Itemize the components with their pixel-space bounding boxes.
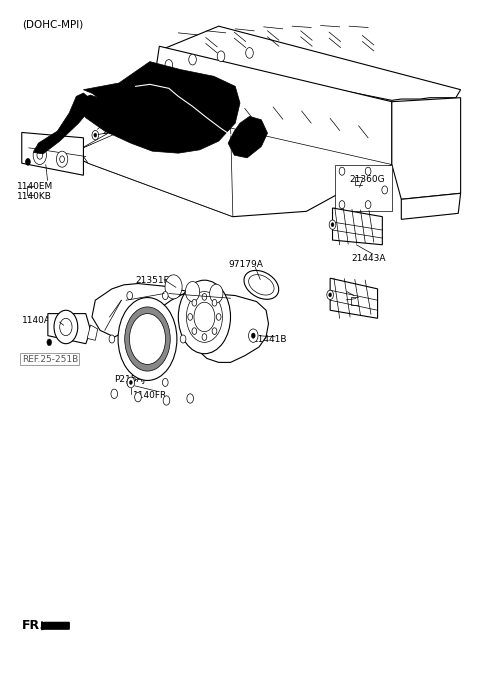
Circle shape xyxy=(186,292,222,342)
Circle shape xyxy=(185,282,200,301)
Text: 1140FR: 1140FR xyxy=(133,392,168,400)
Polygon shape xyxy=(87,325,97,340)
Circle shape xyxy=(365,201,371,209)
Circle shape xyxy=(128,311,168,367)
Circle shape xyxy=(127,292,132,300)
Circle shape xyxy=(118,297,177,380)
Polygon shape xyxy=(330,278,378,318)
Circle shape xyxy=(127,377,135,388)
Circle shape xyxy=(25,158,30,165)
Circle shape xyxy=(189,54,196,65)
Ellipse shape xyxy=(244,270,279,299)
Circle shape xyxy=(212,328,217,334)
Circle shape xyxy=(192,328,197,334)
Polygon shape xyxy=(34,93,96,154)
Text: 21441B: 21441B xyxy=(252,334,287,344)
Circle shape xyxy=(365,167,371,175)
Circle shape xyxy=(33,146,47,164)
Circle shape xyxy=(60,156,64,162)
Text: 1140EM
1140KB: 1140EM 1140KB xyxy=(330,291,366,311)
Circle shape xyxy=(192,299,197,306)
Circle shape xyxy=(94,133,96,137)
Polygon shape xyxy=(79,109,233,216)
Circle shape xyxy=(180,335,186,343)
Polygon shape xyxy=(48,313,91,344)
Polygon shape xyxy=(392,98,461,200)
Text: 1140EM
1140KB: 1140EM 1140KB xyxy=(17,181,53,201)
Circle shape xyxy=(252,333,255,338)
Circle shape xyxy=(135,392,141,402)
Circle shape xyxy=(217,51,225,61)
Circle shape xyxy=(246,48,253,58)
Polygon shape xyxy=(333,208,383,245)
Polygon shape xyxy=(76,61,240,153)
Circle shape xyxy=(163,396,170,405)
Text: 21351E: 21351E xyxy=(136,276,170,285)
Text: 21360G: 21360G xyxy=(349,175,385,184)
Circle shape xyxy=(54,310,78,344)
Polygon shape xyxy=(42,621,49,630)
Circle shape xyxy=(37,151,43,159)
Circle shape xyxy=(327,290,334,299)
Polygon shape xyxy=(74,47,392,216)
Circle shape xyxy=(60,318,72,336)
Text: 21443A: 21443A xyxy=(102,127,137,135)
Circle shape xyxy=(162,378,168,386)
Circle shape xyxy=(194,302,215,332)
Circle shape xyxy=(249,329,258,342)
Circle shape xyxy=(111,389,118,398)
Text: 1140AO: 1140AO xyxy=(22,316,58,325)
Circle shape xyxy=(382,186,387,194)
Text: 21443A: 21443A xyxy=(351,253,386,263)
Ellipse shape xyxy=(249,274,274,295)
Polygon shape xyxy=(22,133,84,175)
Circle shape xyxy=(109,335,115,343)
Circle shape xyxy=(162,292,168,300)
Polygon shape xyxy=(335,164,392,212)
Circle shape xyxy=(216,313,221,320)
Circle shape xyxy=(187,394,193,403)
Text: FR.: FR. xyxy=(22,619,45,632)
Polygon shape xyxy=(92,284,268,363)
Polygon shape xyxy=(401,193,461,219)
Circle shape xyxy=(179,280,230,354)
Circle shape xyxy=(127,378,132,386)
Circle shape xyxy=(165,275,182,299)
Text: 21370G: 21370G xyxy=(86,106,121,115)
Circle shape xyxy=(202,334,207,340)
Polygon shape xyxy=(228,117,267,158)
Circle shape xyxy=(339,167,345,175)
Circle shape xyxy=(210,284,223,303)
Circle shape xyxy=(329,293,332,297)
Polygon shape xyxy=(42,622,69,629)
Circle shape xyxy=(56,151,68,167)
Circle shape xyxy=(339,201,345,209)
Circle shape xyxy=(331,222,334,226)
Circle shape xyxy=(47,339,52,346)
Text: REF.25-251B: REF.25-251B xyxy=(22,355,78,363)
Circle shape xyxy=(329,220,336,229)
Circle shape xyxy=(92,131,98,140)
Circle shape xyxy=(165,59,173,70)
Circle shape xyxy=(130,380,132,384)
Circle shape xyxy=(202,294,207,300)
Polygon shape xyxy=(162,26,461,100)
Text: 97179A: 97179A xyxy=(228,260,263,270)
Text: (DOHC-MPI): (DOHC-MPI) xyxy=(22,20,83,30)
Circle shape xyxy=(212,299,217,306)
Text: P215AJ: P215AJ xyxy=(114,375,145,384)
Circle shape xyxy=(188,313,192,320)
